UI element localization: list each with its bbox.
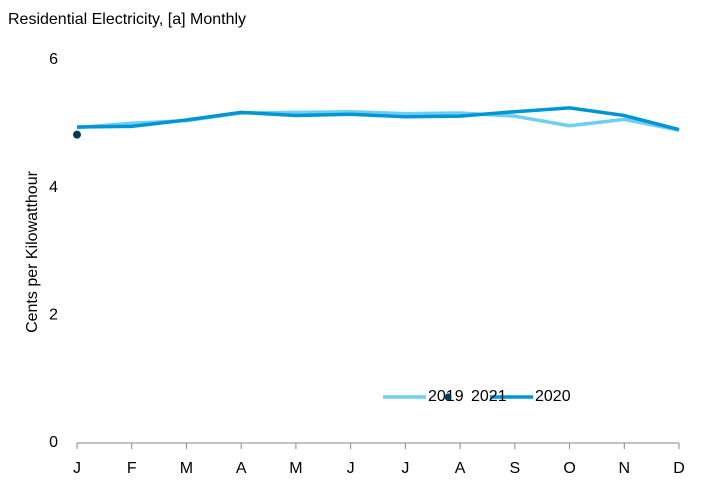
y-axis-label: Cents per Kilowatthour [24,170,41,333]
y-tick-label: 4 [49,179,58,196]
x-tick-label: M [180,460,193,477]
legend-label: 2020 [535,388,571,405]
x-tick-label: S [509,460,520,477]
series-line [76,106,680,132]
x-tick-label: F [127,460,137,477]
legend-label: 2021 [471,388,507,405]
y-tick-label: 0 [49,434,58,451]
y-tick-label: 6 [49,51,58,68]
x-tick-label: J [401,460,409,477]
x-tick-label: D [673,460,685,477]
x-tick-label: A [236,460,247,477]
legend-marker [444,393,452,401]
data-point [73,130,81,139]
x-tick-label: N [618,460,630,477]
chart-title: Residential Electricity, [a] Monthly [8,11,246,28]
y-tick-label: 2 [49,307,58,324]
x-tick-label: J [347,460,355,477]
x-tick-label: A [455,460,466,477]
x-tick-label: O [563,460,575,477]
x-tick-label: M [289,460,302,477]
x-tick-label: J [73,460,81,477]
